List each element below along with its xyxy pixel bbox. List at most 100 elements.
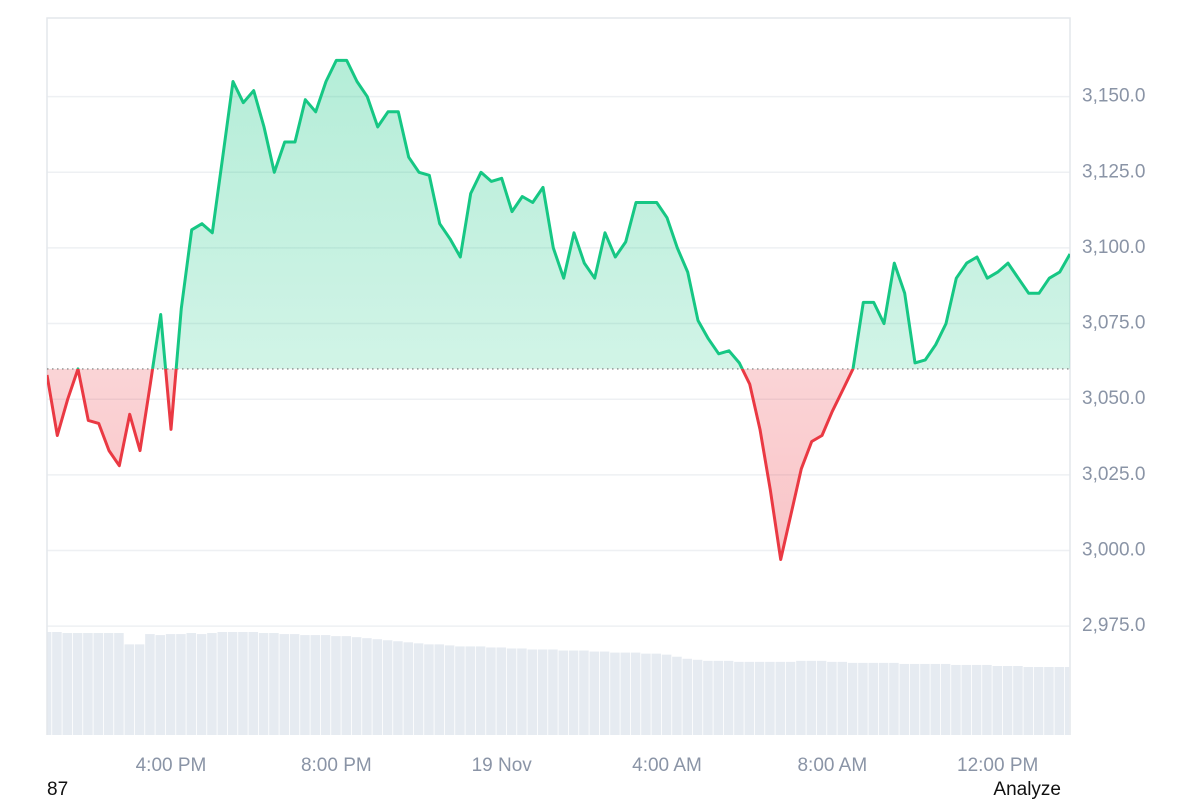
volume-bar	[289, 634, 300, 735]
volume-bar	[486, 647, 496, 735]
volume-bar	[589, 651, 600, 735]
volume-bar	[176, 634, 186, 735]
y-tick-label: 2,975.0	[1082, 615, 1145, 636]
volume-bar	[217, 632, 228, 735]
volume-bar	[723, 660, 734, 735]
volume-bar	[362, 638, 372, 735]
volume-bar	[124, 644, 135, 735]
volume-bar	[238, 632, 248, 735]
area-up	[77, 60, 1070, 369]
volume-bar	[227, 632, 238, 735]
volume-bar	[847, 662, 858, 735]
volume-bar	[827, 661, 837, 735]
volume-bar	[145, 634, 155, 735]
volume-bar	[475, 646, 486, 735]
volume-bar	[331, 636, 341, 735]
volume-bar	[630, 652, 641, 735]
volume-bar	[713, 660, 724, 735]
volume-bar	[186, 633, 197, 735]
y-tick-label: 3,050.0	[1082, 388, 1145, 409]
volume-bar	[920, 663, 930, 735]
volume-bar	[248, 632, 259, 735]
y-tick-label: 3,025.0	[1082, 464, 1145, 485]
volume-bar	[703, 660, 713, 735]
volume-bar	[393, 641, 403, 735]
volume-bar	[930, 663, 941, 735]
volume-bar	[403, 642, 414, 735]
volume-bar	[961, 664, 972, 735]
volume-bar	[816, 660, 827, 735]
volume-bar	[341, 636, 352, 735]
volume-bar	[413, 643, 424, 735]
volume-bar	[785, 661, 796, 735]
volume-bar	[775, 661, 786, 735]
x-tick-label: 4:00 PM	[136, 755, 207, 776]
volume-bar	[351, 637, 362, 735]
x-tick-label: 12:00 PM	[957, 755, 1038, 776]
volume-bar	[951, 664, 961, 735]
volume-bar	[672, 656, 682, 735]
y-tick-label: 3,125.0	[1082, 161, 1145, 182]
volume-bar	[1033, 667, 1044, 735]
x-tick-label: 19 Nov	[472, 755, 533, 776]
volume-bar	[269, 633, 279, 735]
volume-bar	[310, 635, 321, 735]
footer-left: 87	[47, 779, 68, 800]
volume-bar	[300, 635, 310, 735]
volume-bar	[258, 633, 269, 735]
volume-bar	[889, 662, 899, 735]
volume-bar	[940, 663, 951, 735]
volume-bar	[537, 649, 548, 735]
volume-bar	[72, 633, 83, 735]
y-tick-label: 3,000.0	[1082, 539, 1145, 560]
volume-bar	[103, 633, 114, 735]
analyze-link[interactable]: Analyze	[993, 779, 1061, 800]
area-down	[47, 368, 1070, 560]
volume-bar	[765, 661, 775, 735]
volume-bar	[868, 662, 879, 735]
volume-bar	[558, 650, 569, 735]
volume-bar	[465, 646, 476, 735]
x-tick-label: 8:00 AM	[797, 755, 867, 776]
volume-bar	[527, 649, 538, 735]
volume-bar	[372, 639, 383, 735]
volume-bar	[806, 660, 817, 735]
volume-bar	[155, 635, 166, 735]
volume-bar	[548, 649, 558, 735]
volume-bar	[1002, 665, 1013, 735]
volume-bar	[641, 653, 651, 735]
volume-bar	[837, 661, 848, 735]
volume-bar	[692, 659, 703, 735]
y-tick-label: 3,075.0	[1082, 313, 1145, 334]
volume-bar	[992, 665, 1003, 735]
volume-bar	[62, 633, 73, 735]
volume-bar	[52, 632, 62, 735]
volume-bar	[744, 661, 755, 735]
volume-bar	[1044, 667, 1054, 735]
volume-bar	[579, 650, 589, 735]
volume-bar	[796, 660, 806, 735]
volume-bar	[196, 634, 207, 735]
volume-bar	[982, 664, 992, 735]
plot-frame	[46, 17, 1071, 735]
volume-bar	[682, 658, 693, 735]
volume-bar	[899, 663, 910, 735]
volume-bar	[434, 644, 445, 735]
volume-bar	[320, 635, 331, 735]
y-tick-label: 3,150.0	[1082, 86, 1145, 107]
volume-bar	[496, 647, 507, 735]
volume-bar	[207, 633, 217, 735]
volume-bar	[444, 645, 455, 735]
volume-bar	[734, 661, 744, 735]
volume-bar	[754, 661, 765, 735]
x-tick-label: 4:00 AM	[632, 755, 702, 776]
volume-bar	[165, 634, 176, 735]
y-tick-label: 3,100.0	[1082, 237, 1145, 258]
volume-bar	[858, 662, 868, 735]
volume-bar	[878, 662, 889, 735]
volume-bar	[651, 653, 662, 735]
volume-bar	[279, 634, 290, 735]
volume-bar	[47, 632, 52, 735]
volume-bar	[568, 650, 579, 735]
